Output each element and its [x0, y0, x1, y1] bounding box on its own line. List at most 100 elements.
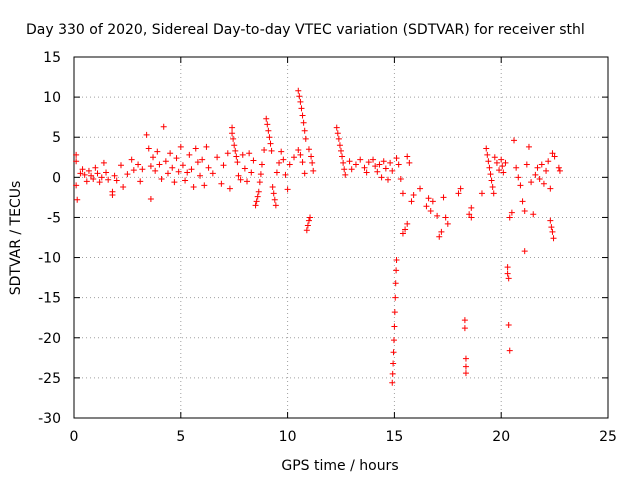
data-point [120, 183, 127, 190]
data-point [506, 214, 513, 221]
data-point [268, 147, 275, 154]
data-point [333, 124, 340, 131]
x-tick-label: 0 [70, 429, 79, 445]
data-point [538, 161, 545, 168]
x-tick-label: 15 [385, 429, 403, 445]
data-point [201, 182, 208, 189]
data-point [150, 154, 157, 161]
data-point [406, 159, 413, 166]
data-point [203, 143, 210, 150]
data-point [505, 321, 512, 328]
data-point [506, 347, 513, 354]
data-point [468, 214, 475, 221]
data-point [521, 248, 528, 255]
data-point [338, 147, 344, 154]
data-point [220, 162, 227, 169]
data-point [392, 280, 399, 287]
data-point [302, 135, 309, 142]
data-point [423, 203, 430, 210]
y-tick-label: -5 [47, 210, 61, 226]
data-point [387, 159, 394, 166]
data-point [404, 220, 411, 227]
data-point [519, 198, 526, 205]
data-point [85, 167, 92, 174]
data-point [504, 264, 511, 271]
data-point [438, 228, 445, 235]
data-point [235, 172, 242, 179]
data-point [491, 154, 498, 161]
plot-frame [73, 56, 609, 419]
data-point [310, 167, 317, 174]
data-point [269, 183, 276, 190]
data-point [536, 175, 543, 182]
data-point [139, 166, 146, 173]
data-point [177, 143, 184, 150]
data-point [390, 337, 397, 344]
data-point [508, 209, 515, 216]
data-point [483, 145, 490, 152]
data-point [517, 182, 524, 189]
data-point [263, 115, 270, 122]
data-point [341, 166, 348, 173]
data-point [135, 161, 142, 168]
data-point [468, 204, 475, 211]
data-point [284, 186, 291, 193]
data-point [143, 131, 150, 138]
x-tick-label: 10 [279, 429, 297, 445]
data-point [547, 217, 554, 224]
data-point [532, 171, 539, 178]
data-point [74, 196, 81, 203]
data-point [528, 179, 535, 186]
data-point [490, 190, 497, 197]
data-point [391, 323, 398, 330]
data-point [339, 153, 346, 160]
data-point [487, 171, 494, 178]
data-point [548, 224, 555, 231]
data-point [534, 164, 541, 171]
data-point [395, 161, 402, 168]
data-point [261, 147, 268, 154]
data-point [334, 130, 341, 137]
data-point [252, 202, 259, 209]
data-point [410, 191, 417, 198]
data-point [365, 159, 372, 166]
data-point [461, 325, 468, 332]
tick-layer: 0 5 10 15 20 25 -30 -25 -20 -15 -10 -5 0 5 10 15 [38, 50, 617, 445]
data-point [296, 93, 303, 100]
data-point [205, 164, 212, 171]
data-point [299, 159, 306, 166]
data-point [390, 360, 397, 367]
data-point [171, 179, 178, 186]
data-point [404, 153, 411, 160]
grid-layer [74, 57, 608, 418]
data-point [348, 166, 355, 173]
data-point [158, 175, 165, 182]
data-point [384, 176, 391, 183]
data-point [232, 147, 239, 154]
data-point [229, 130, 236, 137]
data-point [304, 222, 311, 229]
data-point [523, 161, 530, 168]
data-point [244, 178, 251, 185]
data-point [254, 193, 261, 200]
data-point [81, 171, 88, 178]
data-point [231, 142, 238, 149]
data-point [505, 275, 512, 282]
data-point [521, 208, 528, 215]
data-point [175, 168, 182, 175]
data-point [486, 164, 493, 171]
x-tick-label: 20 [492, 429, 510, 445]
data-point [297, 98, 304, 105]
data-point [500, 169, 507, 176]
data-point [427, 208, 434, 215]
data-point [499, 163, 506, 170]
data-point [547, 185, 554, 192]
data-point [525, 143, 532, 150]
data-point [393, 155, 400, 162]
data-point [393, 267, 400, 274]
data-point [100, 159, 107, 166]
data-point [162, 158, 169, 165]
data-point [540, 180, 547, 187]
data-point [308, 153, 315, 160]
